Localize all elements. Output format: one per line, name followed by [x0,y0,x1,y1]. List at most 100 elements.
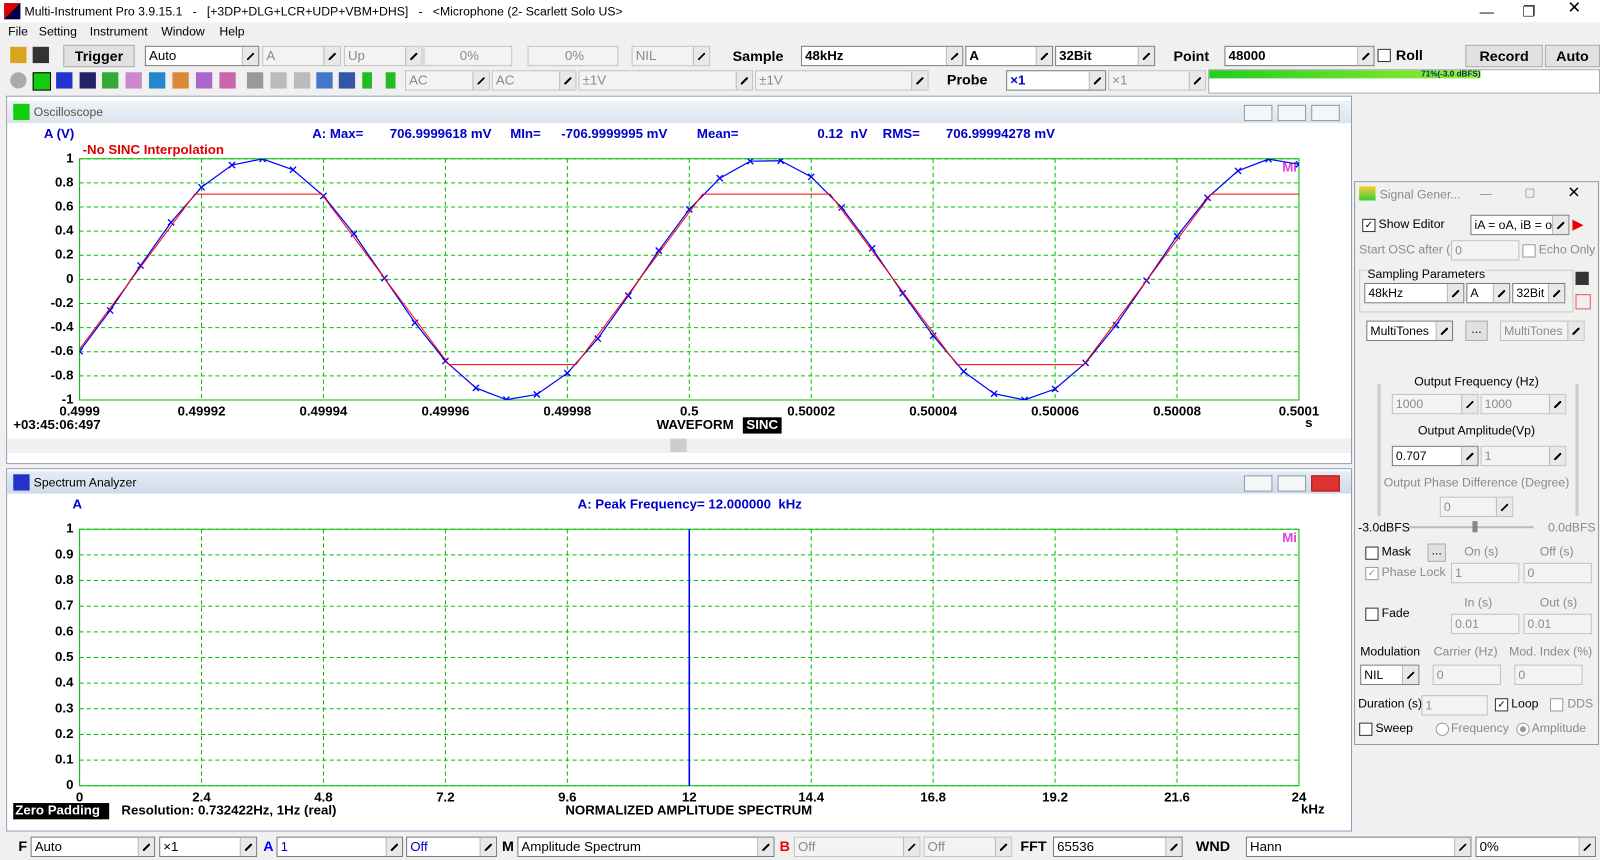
bit-depth[interactable]: 32Bit [1055,46,1155,66]
trigger-option[interactable]: NIL [632,46,711,66]
more-button[interactable]: ... [1465,321,1487,341]
close[interactable]: ✕ [1567,184,1580,202]
frequency-a[interactable]: 1000 [1392,394,1479,414]
edit-button[interactable] [1575,294,1590,309]
coupling-b[interactable]: AC [492,70,577,90]
tool-button[interactable] [10,72,26,88]
points[interactable]: 48000 [1224,46,1374,66]
scroll-thumb[interactable] [670,439,686,452]
record-button[interactable]: Record [1465,45,1543,67]
amplitude-a[interactable]: 0.707 [1392,446,1479,466]
f-scale[interactable]: ×1 [159,837,257,857]
b-value[interactable]: Off [794,837,921,857]
tool-button[interactable] [80,72,96,88]
echo-only-checkbox[interactable] [1522,244,1535,257]
waveform-a[interactable]: MultiTones [1366,321,1453,341]
phase-lock-checkbox[interactable]: ✓ [1365,567,1378,580]
b-off[interactable]: Off [923,837,1012,857]
sample-rate[interactable]: 48kHz [801,46,963,66]
mode-tag[interactable]: SINC [746,417,778,432]
fft-size[interactable]: 65536 [1053,837,1183,857]
maximize[interactable]: ☐ [1524,184,1535,202]
open-button[interactable] [10,47,26,63]
index[interactable]: 0 [1514,665,1582,685]
range-b[interactable]: ±1V [755,70,928,90]
fade-checkbox[interactable] [1365,608,1378,621]
minimize[interactable]: — [1480,184,1492,202]
range-a[interactable]: ±1V [579,70,753,90]
bit-depth[interactable]: 32Bit [1512,283,1565,303]
tool-button[interactable] [102,72,118,88]
tool-button[interactable] [196,72,212,88]
sample-rate[interactable]: 48kHz [1364,283,1464,303]
tool-button[interactable] [339,72,355,88]
amplitude-radio[interactable] [1516,723,1529,736]
start-osc[interactable]: 0 [1451,240,1519,260]
overlap[interactable]: 0% [1475,837,1595,857]
auto-button[interactable]: Auto [1545,45,1600,67]
save-button[interactable] [33,47,49,63]
roll-checkbox[interactable] [1378,49,1391,62]
on-value[interactable]: 1 [1451,563,1519,583]
loop-checkbox[interactable]: ✓ [1495,698,1508,711]
spectrum-button[interactable] [56,72,72,88]
tool-button[interactable] [219,72,235,88]
close[interactable] [1311,105,1340,121]
slider-track[interactable] [1378,384,1381,516]
channel[interactable]: A [1466,283,1510,303]
maximize[interactable]: ❐ [1522,2,1535,20]
mask-more[interactable]: ... [1428,544,1446,562]
menu-item[interactable]: Window [161,22,205,40]
tool-button[interactable] [247,72,263,88]
maximize[interactable] [1278,105,1307,121]
menu-item[interactable]: File [8,22,28,40]
tool-button[interactable] [270,72,286,88]
duration[interactable]: 1 [1421,695,1487,715]
level-thumb[interactable] [1472,521,1477,532]
fade-in[interactable]: 0.01 [1451,614,1519,634]
oscilloscope-button[interactable] [33,72,51,90]
carrier[interactable]: 0 [1433,665,1501,685]
sweep-checkbox[interactable] [1359,723,1372,736]
window-function[interactable]: Hann [1246,837,1472,857]
trigger-edge[interactable]: Up [344,46,423,66]
amplitude-b[interactable]: 1 [1481,446,1567,466]
trigger-mode[interactable]: Auto [145,46,259,66]
sample-channel[interactable]: A [965,46,1053,66]
trigger-button[interactable]: Trigger [63,45,134,67]
tool-button[interactable] [126,72,142,88]
off-value[interactable]: 0 [1523,563,1591,583]
minimize[interactable] [1244,105,1273,121]
zero-padding[interactable]: Zero Padding [15,803,100,818]
dds-checkbox[interactable] [1550,698,1563,711]
frequency-b[interactable]: 1000 [1481,394,1567,414]
probe-a[interactable]: ×1 [1006,70,1106,90]
close[interactable] [1311,475,1340,491]
modulation[interactable]: NIL [1360,665,1419,685]
tool-button[interactable] [316,72,332,88]
a-off[interactable]: Off [406,837,497,857]
show-editor-checkbox[interactable]: ✓ [1362,219,1375,232]
play-button[interactable] [362,72,378,88]
save-button[interactable] [1575,272,1588,285]
slider-track[interactable] [1575,384,1578,516]
trigger-channel[interactable]: A [262,46,341,66]
waveform-b[interactable]: MultiTones [1500,321,1585,341]
a-value[interactable]: 1 [277,837,404,857]
minimize[interactable] [1244,475,1273,491]
routing[interactable]: iA = oA, iB = oB [1470,215,1569,235]
menu-item[interactable]: Setting [39,22,77,40]
phase[interactable]: 0 [1440,497,1513,517]
menu-item[interactable]: Help [219,22,244,40]
play-button[interactable]: ▶ [1572,215,1583,233]
minimize[interactable]: — [1480,2,1494,20]
menu-item[interactable]: Instrument [90,22,148,40]
f-mode[interactable]: Auto [31,837,155,857]
maximize[interactable] [1278,475,1307,491]
trigger-level[interactable]: 0% [423,46,512,66]
step-button[interactable] [386,72,402,88]
mask-checkbox[interactable] [1365,547,1378,560]
tool-button[interactable] [172,72,188,88]
tool-button[interactable] [149,72,165,88]
tool-button[interactable] [294,72,310,88]
